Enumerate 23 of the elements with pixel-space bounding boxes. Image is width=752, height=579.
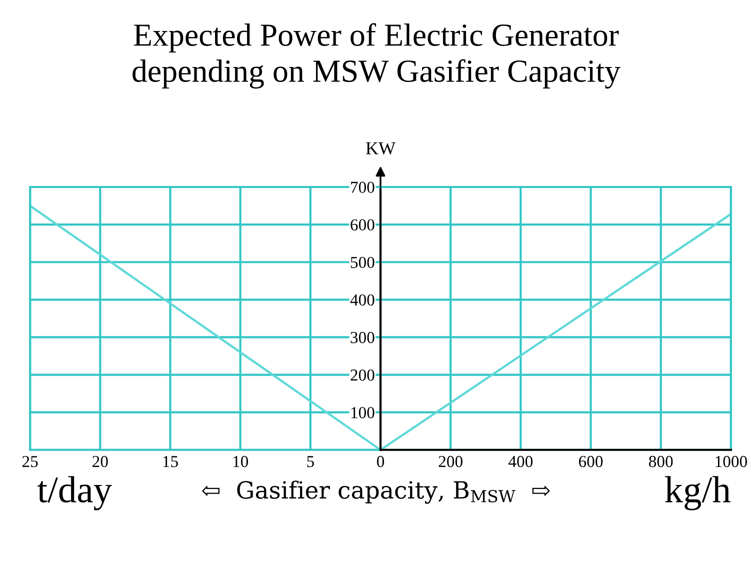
chart-title: Expected Power of Electric Generator depending on MSW Gasifier Capacity	[132, 23, 620, 89]
y-tick-label: 400	[350, 294, 374, 306]
x-tick-label: 10	[233, 456, 248, 468]
x-tick-label: 5	[307, 456, 314, 468]
x-tick-label: 200	[438, 456, 462, 468]
y-tick-label: 200	[350, 369, 374, 381]
y-tick-label: 500	[350, 256, 374, 268]
y-tick-label: 700	[351, 182, 374, 193]
x-axis-title: t/day	[37, 476, 112, 510]
x-tick-label: 800	[648, 456, 673, 468]
x-axis-title: kg/h	[664, 476, 730, 510]
y-axis-title: KW	[366, 142, 396, 155]
x-tick-label: 1000	[716, 456, 747, 468]
y-tick-label: 600	[350, 219, 374, 231]
y-tick-label: 100	[351, 407, 374, 418]
x-tick-label: 25	[22, 456, 38, 468]
x-tick-label: 0	[376, 456, 384, 468]
x-tick-label: 20	[92, 456, 108, 468]
x-tick-label: 400	[508, 456, 533, 468]
text: ⇦ Gasifier capacity, B$_{MSW}$ ⇨	[202, 480, 550, 504]
y-tick-label: 300	[350, 332, 374, 344]
x-tick-label: 600	[578, 456, 603, 468]
x-tick-label: 15	[163, 456, 178, 468]
